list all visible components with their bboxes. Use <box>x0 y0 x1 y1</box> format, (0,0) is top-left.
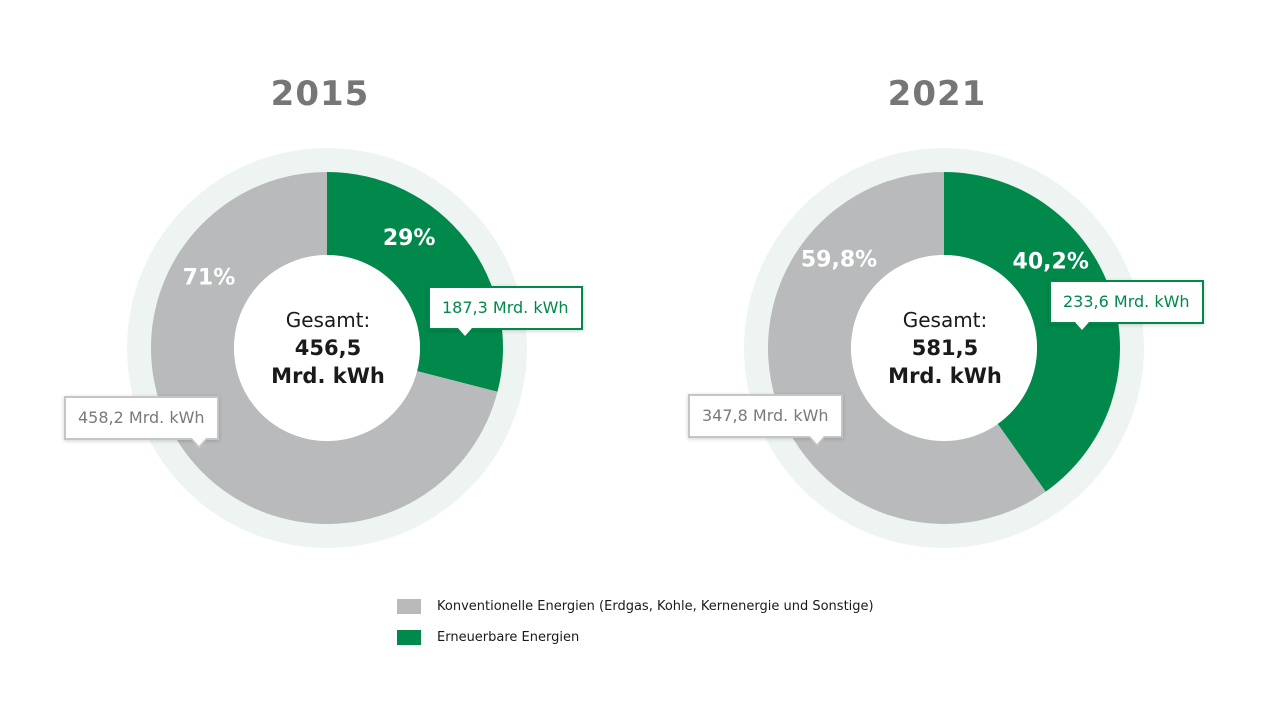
conventional-amount-label: 458,2 Mrd. kWh <box>78 408 205 427</box>
legend-swatch-conventional <box>397 599 421 614</box>
percent-label-renewable: 40,2% <box>1013 250 1089 275</box>
donut-chart-2015: 2015 29% 71% Gesamt: 456,5 Mrd. kWh 187,3… <box>0 0 640 580</box>
total-label: Gesamt: <box>285 308 371 332</box>
legend-label-conventional: Konventionelle Energien (Erdgas, Kohle, … <box>437 599 874 614</box>
slice-renewable <box>944 172 1120 492</box>
slice-conventional <box>151 172 498 524</box>
total-value: 456,5 <box>294 336 362 360</box>
total-unit: Mrd. kWh <box>271 364 385 388</box>
renewable-amount-callout: 187,3 Mrd. kWh <box>428 286 583 339</box>
total-label: Gesamt: <box>902 308 988 332</box>
renewable-amount-callout: 233,6 Mrd. kWh <box>1049 280 1204 333</box>
renewable-amount-label: 233,6 Mrd. kWh <box>1063 292 1190 311</box>
center-total: Gesamt: 581,5 Mrd. kWh <box>855 306 1035 390</box>
donut-hole <box>851 255 1037 441</box>
renewable-amount-label: 187,3 Mrd. kWh <box>442 298 569 317</box>
total-value: 581,5 <box>911 336 979 360</box>
conventional-amount-callout: 458,2 Mrd. kWh <box>64 396 219 449</box>
chart-title: 2021 <box>887 74 987 114</box>
percent-label-renewable: 29% <box>383 226 436 251</box>
legend-label-renewable: Erneuerbare Energien <box>437 630 580 645</box>
donut-hole <box>234 255 420 441</box>
percent-label-conventional: 59,8% <box>801 247 877 272</box>
percent-label-conventional: 71% <box>183 265 236 290</box>
total-unit: Mrd. kWh <box>888 364 1002 388</box>
legend-swatch-renewable <box>397 630 421 645</box>
chart-title: 2015 <box>270 74 370 114</box>
donut-chart-2021: 2021 40,2% 59,8% Gesamt: 581,5 Mrd. kWh 2… <box>617 0 1257 580</box>
conventional-amount-callout: 347,8 Mrd. kWh <box>688 394 843 447</box>
center-total: Gesamt: 456,5 Mrd. kWh <box>238 306 418 390</box>
conventional-amount-label: 347,8 Mrd. kWh <box>702 406 829 425</box>
